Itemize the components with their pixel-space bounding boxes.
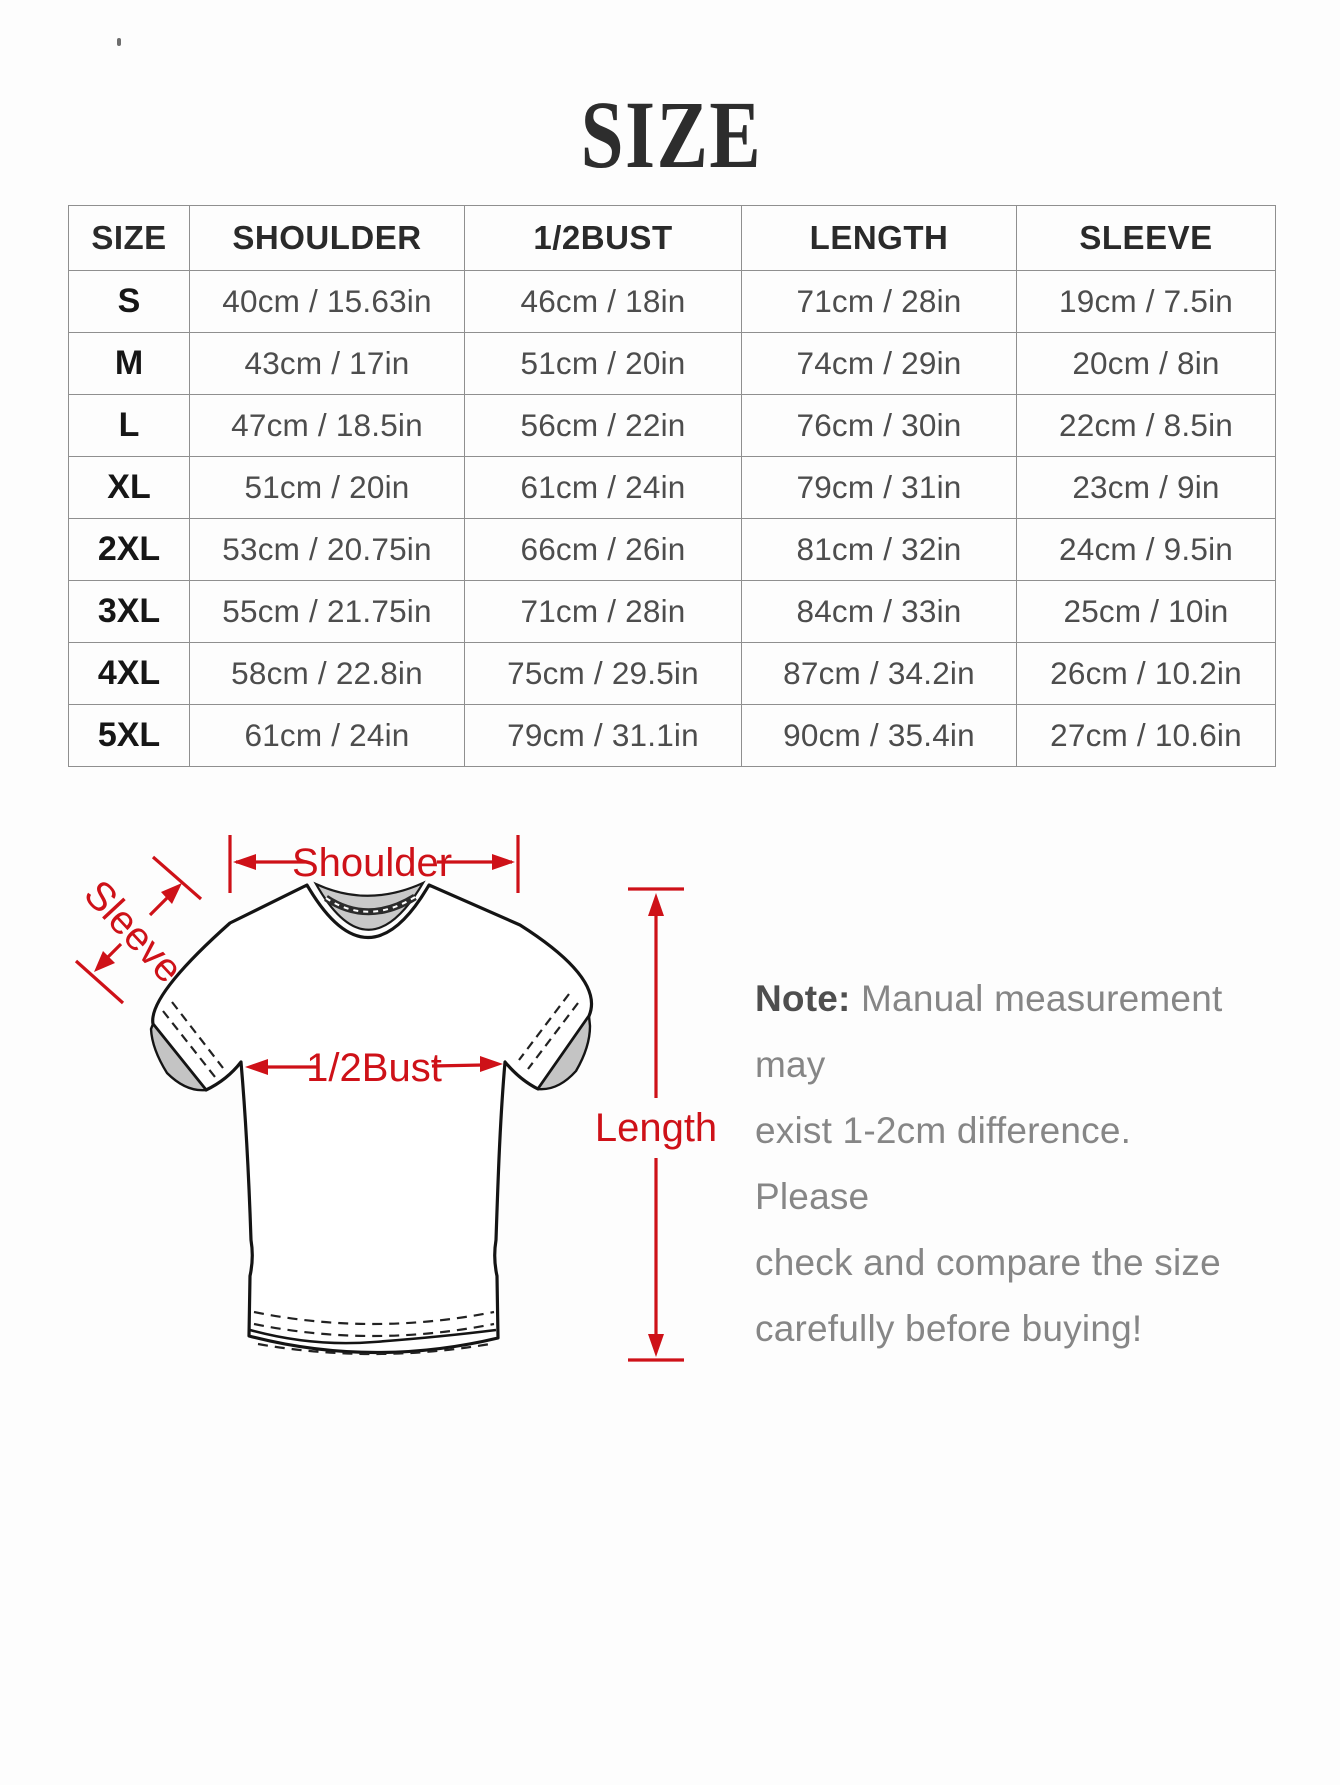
left-sleeve-cuff <box>149 1001 224 1092</box>
header-length: LENGTH <box>741 205 1017 271</box>
size-chart-table: SIZE SHOULDER 1/2BUST LENGTH SLEEVE S 40… <box>68 205 1276 767</box>
length-value: 76cm / 30in <box>741 394 1017 457</box>
bottom-hem <box>249 1310 497 1356</box>
note-line: exist 1-2cm difference. Please <box>755 1110 1132 1217</box>
shoulder-value: 53cm / 20.75in <box>189 518 465 581</box>
sleeve-value: 19cm / 7.5in <box>1016 270 1276 333</box>
header-size: SIZE <box>68 205 190 271</box>
table-row: XL 51cm / 20in 61cm / 24in 79cm / 31in 2… <box>68 456 1276 519</box>
shoulder-value: 58cm / 22.8in <box>189 642 465 705</box>
bust-measure: 1/2Bust <box>245 1046 503 1090</box>
length-measure: Length <box>595 887 717 1362</box>
bust-value: 71cm / 28in <box>464 580 742 643</box>
header-sleeve: SLEEVE <box>1016 205 1276 271</box>
bust-value: 75cm / 29.5in <box>464 642 742 705</box>
length-value: 90cm / 35.4in <box>741 704 1017 767</box>
size-label: S <box>68 270 190 333</box>
shoulder-value: 43cm / 17in <box>189 332 465 395</box>
shoulder-value: 47cm / 18.5in <box>189 394 465 457</box>
shoulder-value: 40cm / 15.63in <box>189 270 465 333</box>
note-prefix: Note: <box>755 978 851 1019</box>
bust-value: 79cm / 31.1in <box>464 704 742 767</box>
table-header-row: SIZE SHOULDER 1/2BUST LENGTH SLEEVE <box>68 205 1276 271</box>
table-row: M 43cm / 17in 51cm / 20in 74cm / 29in 20… <box>68 332 1276 395</box>
table-row: 3XL 55cm / 21.75in 71cm / 28in 84cm / 33… <box>68 580 1276 643</box>
note-text: Manual measurement may <box>755 978 1223 1085</box>
shoulder-label: Shoulder <box>292 841 452 885</box>
table-row: S 40cm / 15.63in 46cm / 18in 71cm / 28in… <box>68 270 1276 333</box>
shoulder-value: 55cm / 21.75in <box>189 580 465 643</box>
sleeve-value: 26cm / 10.2in <box>1016 642 1276 705</box>
note-line: check and compare the size <box>755 1242 1221 1283</box>
tshirt-measurement-diagram: Shoulder Sleeve 1/2Bust Length <box>74 835 717 1362</box>
page-title: SIZE <box>580 81 763 188</box>
size-label: 5XL <box>68 704 190 767</box>
size-label: 3XL <box>68 580 190 643</box>
bust-value: 46cm / 18in <box>464 270 742 333</box>
shoulder-value: 51cm / 20in <box>189 456 465 519</box>
length-value: 71cm / 28in <box>741 270 1017 333</box>
length-value: 87cm / 34.2in <box>741 642 1017 705</box>
sleeve-value: 27cm / 10.6in <box>1016 704 1276 767</box>
right-sleeve-cuff <box>518 993 592 1091</box>
speck-artifact <box>117 38 121 46</box>
note-line: Note: Manual measurement may <box>755 966 1235 1098</box>
sleeve-value: 20cm / 8in <box>1016 332 1276 395</box>
sleeve-value: 24cm / 9.5in <box>1016 518 1276 581</box>
length-value: 74cm / 29in <box>741 332 1017 395</box>
shoulder-measure: Shoulder <box>228 835 520 893</box>
bust-label: 1/2Bust <box>306 1046 442 1090</box>
table-row: 5XL 61cm / 24in 79cm / 31.1in 90cm / 35.… <box>68 704 1276 767</box>
size-label: 4XL <box>68 642 190 705</box>
bust-value: 51cm / 20in <box>464 332 742 395</box>
size-label: L <box>68 394 190 457</box>
size-label: 2XL <box>68 518 190 581</box>
sleeve-value: 25cm / 10in <box>1016 580 1276 643</box>
length-value: 79cm / 31in <box>741 456 1017 519</box>
table-row: L 47cm / 18.5in 56cm / 22in 76cm / 30in … <box>68 394 1276 457</box>
bust-value: 56cm / 22in <box>464 394 742 457</box>
length-value: 81cm / 32in <box>741 518 1017 581</box>
size-label: XL <box>68 456 190 519</box>
length-label: Length <box>595 1106 717 1150</box>
collar <box>313 880 426 931</box>
bust-value: 61cm / 24in <box>464 456 742 519</box>
table-row: 4XL 58cm / 22.8in 75cm / 29.5in 87cm / 3… <box>68 642 1276 705</box>
table-row: 2XL 53cm / 20.75in 66cm / 26in 81cm / 32… <box>68 518 1276 581</box>
bust-value: 66cm / 26in <box>464 518 742 581</box>
sleeve-value: 22cm / 8.5in <box>1016 394 1276 457</box>
tshirt-outline <box>151 883 594 1355</box>
header-bust: 1/2BUST <box>464 205 742 271</box>
note-line: carefully before buying! <box>755 1308 1143 1349</box>
size-label: M <box>68 332 190 395</box>
measurement-note: Note: Manual measurement may exist 1-2cm… <box>755 966 1235 1362</box>
shoulder-value: 61cm / 24in <box>189 704 465 767</box>
length-value: 84cm / 33in <box>741 580 1017 643</box>
header-shoulder: SHOULDER <box>189 205 465 271</box>
sleeve-value: 23cm / 9in <box>1016 456 1276 519</box>
